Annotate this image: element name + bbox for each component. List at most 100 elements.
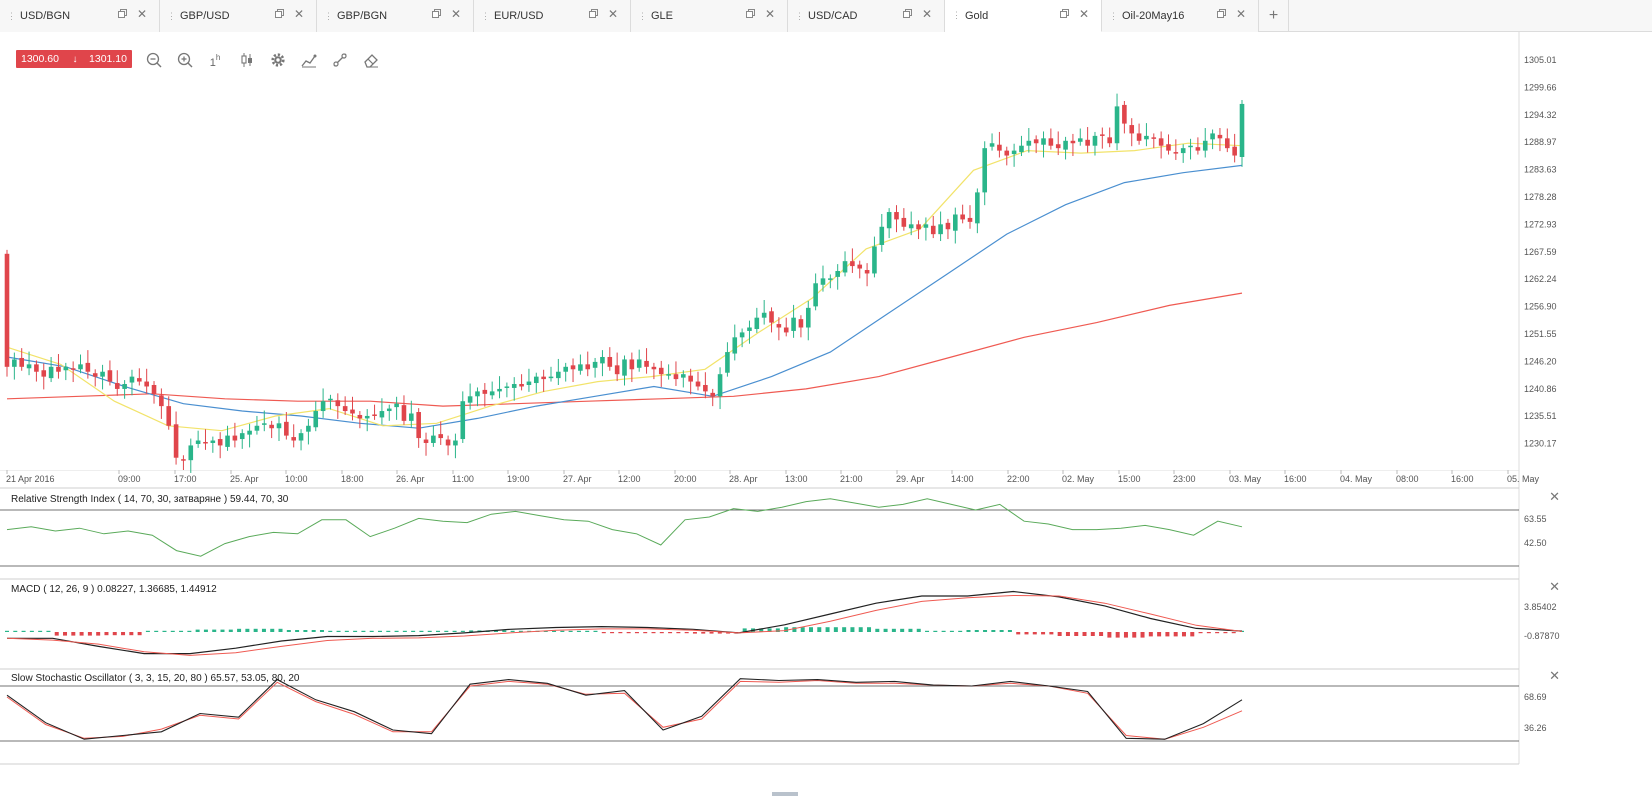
candle-bullish (754, 317, 760, 329)
detach-icon[interactable] (432, 9, 441, 18)
gear-icon[interactable] (268, 50, 288, 70)
candle-bullish (717, 374, 723, 397)
macd-histogram-bar (361, 630, 366, 632)
drag-handle-icon[interactable]: ⋮ (167, 10, 176, 21)
macd-histogram-bar (228, 629, 233, 632)
macd-histogram-bar (883, 628, 888, 632)
macd-histogram-bar (850, 627, 855, 632)
candle-bearish (284, 421, 289, 436)
candle-bullish (1202, 140, 1208, 151)
tab-usd-cad[interactable]: ⋮ USD/CAD ✕ (788, 0, 945, 32)
candle-bearish (783, 327, 789, 333)
tab-gbp-bgn[interactable]: ⋮ GBP/BGN ✕ (317, 0, 474, 32)
macd-histogram-bar (1123, 632, 1128, 638)
close-tab-icon[interactable]: ✕ (293, 7, 304, 21)
tab-label: GBP/BGN (337, 10, 388, 22)
detach-icon[interactable] (746, 9, 755, 18)
macd-histogram-bar (908, 628, 913, 632)
candle-bearish (232, 435, 238, 441)
stoch-close-icon[interactable]: ✕ (1549, 668, 1560, 683)
close-tab-icon[interactable]: ✕ (136, 7, 147, 21)
macd-histogram-bar (800, 627, 805, 632)
macd-histogram-bar (162, 630, 167, 632)
candle-bearish (1122, 104, 1127, 124)
rsi-line (6, 498, 1243, 557)
chart-scroll-handle[interactable] (772, 792, 798, 796)
macd-histogram-bar (1223, 632, 1228, 634)
candle-bullish (1188, 145, 1193, 148)
drag-handle-icon[interactable]: ⋮ (7, 10, 16, 21)
timeframe-unit: h (215, 53, 221, 62)
drag-handle-icon[interactable]: ⋮ (1109, 10, 1118, 21)
drag-handle-icon[interactable]: ⋮ (952, 10, 961, 20)
candle-bullish (732, 337, 738, 354)
macd-histogram-bar (775, 628, 780, 632)
macd-histogram-bar (1007, 630, 1012, 632)
tab-gold[interactable]: ⋮ Gold ✕ (945, 0, 1102, 32)
price-badge[interactable]: 1300.60 ↓ 1301.10 (16, 50, 132, 68)
candle-bullish (26, 364, 32, 369)
close-tab-icon[interactable]: ✕ (1235, 7, 1246, 21)
close-tab-icon[interactable]: ✕ (450, 7, 461, 21)
candle-bullish (989, 143, 995, 147)
tab-eur-usd[interactable]: ⋮ EUR/USD ✕ (474, 0, 631, 32)
candle-bearish (372, 414, 377, 416)
time-axis-label: 16:00 (1284, 474, 1307, 484)
tab-oil-20may16[interactable]: ⋮ Oil-20May16 ✕ (1102, 0, 1259, 32)
zoom-in-icon[interactable] (175, 50, 195, 70)
detach-icon[interactable] (118, 9, 127, 18)
macd-histogram-bar (295, 630, 300, 632)
close-tab-icon[interactable]: ✕ (607, 7, 618, 21)
add-tab-button[interactable]: + (1259, 0, 1289, 32)
macd-histogram-bar (1041, 632, 1046, 635)
candle-bullish (1092, 135, 1098, 146)
close-tab-icon[interactable]: ✕ (764, 7, 775, 21)
macd-histogram-bar (386, 630, 391, 632)
stoch-k-line (6, 678, 1243, 740)
macd-histogram-bar (203, 629, 208, 632)
candlestick-icon[interactable] (237, 50, 257, 70)
macd-histogram-bar (237, 628, 242, 632)
drag-handle-icon[interactable]: ⋮ (795, 10, 804, 21)
drag-handle-icon[interactable]: ⋮ (481, 10, 490, 21)
tab-gbp-usd[interactable]: ⋮ GBP/USD ✕ (160, 0, 317, 32)
drag-handle-icon[interactable]: ⋮ (324, 10, 333, 21)
eraser-icon[interactable] (361, 50, 381, 70)
macd-histogram-bar (817, 627, 822, 632)
stoch-axis-label: 36.26 (1524, 723, 1547, 733)
down-arrow-icon: ↓ (72, 53, 78, 65)
macd-histogram-bar (1198, 632, 1203, 634)
candle-bearish (850, 261, 855, 267)
candle-bearish (217, 439, 223, 446)
tab-label: Gold (965, 9, 989, 22)
macd-histogram-bar (63, 632, 68, 636)
macd-histogram-bar (1132, 632, 1137, 638)
drag-handle-icon[interactable]: ⋮ (638, 10, 647, 21)
zoom-out-icon[interactable] (144, 50, 164, 70)
candle-bullish (835, 271, 840, 277)
close-tab-icon[interactable]: ✕ (921, 7, 932, 21)
macd-histogram-bar (46, 630, 51, 632)
indicators-icon[interactable] (299, 50, 319, 70)
candle-bearish (688, 375, 693, 382)
macd-close-icon[interactable]: ✕ (1549, 579, 1560, 594)
macd-histogram-bar (585, 630, 590, 632)
detach-icon[interactable] (903, 9, 912, 18)
tab-usd-bgn[interactable]: ⋮ USD/BGN ✕ (0, 0, 160, 32)
macd-histogram-bar (858, 627, 863, 632)
drawing-tools-icon[interactable] (330, 50, 350, 70)
macd-histogram-bar (311, 630, 316, 632)
price-chart[interactable]: 1305.01 1299.66 1294.32 1288.97 1283.63 1278.… (0, 32, 1652, 796)
candle-bearish (56, 366, 61, 372)
detach-icon[interactable] (589, 9, 598, 18)
detach-icon[interactable] (1217, 9, 1226, 18)
candle-bearish (19, 357, 25, 367)
rsi-close-icon[interactable]: ✕ (1549, 489, 1560, 504)
detach-icon[interactable] (275, 9, 284, 18)
close-tab-icon[interactable]: ✕ (1078, 7, 1089, 21)
tab-gle[interactable]: ⋮ GLE ✕ (631, 0, 788, 32)
detach-icon[interactable] (1060, 9, 1069, 18)
candle-bearish (1151, 137, 1157, 139)
macd-histogram-bar (767, 628, 772, 632)
